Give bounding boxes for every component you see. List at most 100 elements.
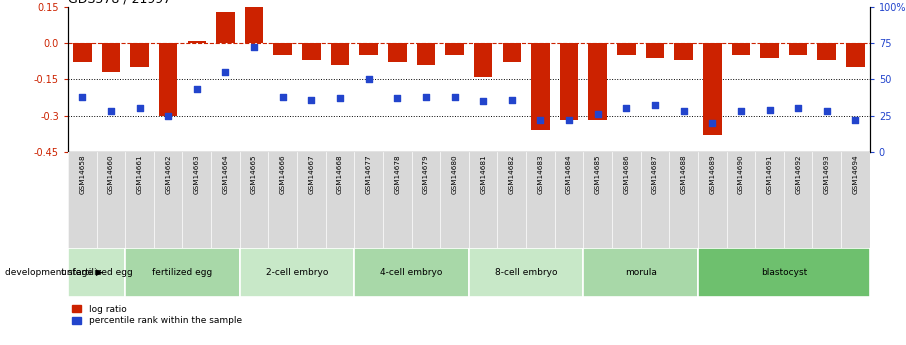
Text: GSM14680: GSM14680 xyxy=(451,155,458,194)
Bar xyxy=(217,12,235,43)
Bar xyxy=(789,43,807,55)
Point xyxy=(246,45,261,50)
Text: morula: morula xyxy=(625,268,657,277)
Point xyxy=(161,113,176,118)
Point xyxy=(705,120,719,126)
Text: GSM14693: GSM14693 xyxy=(824,155,830,194)
Point xyxy=(505,97,519,102)
Point xyxy=(534,117,548,123)
Bar xyxy=(703,43,721,135)
Text: GSM14668: GSM14668 xyxy=(337,155,343,194)
Text: GSM14663: GSM14663 xyxy=(194,155,200,194)
Text: 4-cell embryo: 4-cell embryo xyxy=(381,268,443,277)
Text: GSM14681: GSM14681 xyxy=(480,155,487,194)
Text: GDS578 / 21997: GDS578 / 21997 xyxy=(68,0,171,6)
Bar xyxy=(469,248,583,297)
Text: GSM14683: GSM14683 xyxy=(537,155,544,194)
Point xyxy=(132,106,147,111)
Text: GSM14694: GSM14694 xyxy=(853,155,859,194)
Point xyxy=(848,117,863,123)
Point xyxy=(591,111,605,117)
Bar xyxy=(331,43,350,65)
Bar xyxy=(560,43,578,120)
Bar xyxy=(503,43,521,62)
Text: GSM14677: GSM14677 xyxy=(366,155,371,194)
Bar xyxy=(68,248,125,297)
Bar xyxy=(588,43,607,120)
Text: GSM14662: GSM14662 xyxy=(165,155,171,194)
Text: GSM14661: GSM14661 xyxy=(137,155,142,194)
Text: GSM14660: GSM14660 xyxy=(108,155,114,194)
Text: GSM14688: GSM14688 xyxy=(680,155,687,194)
Text: 2-cell embryo: 2-cell embryo xyxy=(265,268,328,277)
Point xyxy=(218,69,233,75)
Point xyxy=(619,106,633,111)
Point xyxy=(476,98,490,104)
Bar xyxy=(760,43,779,58)
Point xyxy=(448,94,462,99)
Point xyxy=(275,94,290,99)
Bar xyxy=(646,43,664,58)
Text: GSM14679: GSM14679 xyxy=(423,155,429,194)
Bar xyxy=(360,43,378,55)
Bar xyxy=(240,248,354,297)
Bar xyxy=(125,248,240,297)
Point xyxy=(562,117,576,123)
Point xyxy=(762,107,776,112)
Text: blastocyst: blastocyst xyxy=(761,268,807,277)
Text: GSM14678: GSM14678 xyxy=(394,155,400,194)
Point xyxy=(361,77,376,82)
Text: 8-cell embryo: 8-cell embryo xyxy=(495,268,557,277)
Point xyxy=(103,108,118,114)
Bar xyxy=(417,43,435,65)
Bar xyxy=(354,248,469,297)
Text: GSM14689: GSM14689 xyxy=(709,155,715,194)
Point xyxy=(677,108,691,114)
Bar xyxy=(130,43,149,67)
Bar xyxy=(474,43,493,77)
Text: GSM14692: GSM14692 xyxy=(795,155,801,194)
Bar xyxy=(302,43,321,60)
Point xyxy=(75,94,90,99)
Point xyxy=(390,96,404,101)
Text: GSM14658: GSM14658 xyxy=(79,155,85,194)
Bar xyxy=(674,43,693,60)
Bar xyxy=(731,43,750,55)
Text: GSM14691: GSM14691 xyxy=(766,155,773,194)
Point xyxy=(734,108,748,114)
Text: GSM14686: GSM14686 xyxy=(623,155,630,194)
Bar xyxy=(73,43,92,62)
Bar xyxy=(617,43,636,55)
Point xyxy=(333,96,347,101)
Bar xyxy=(388,43,407,62)
Point xyxy=(304,97,319,102)
Bar xyxy=(817,43,836,60)
Bar xyxy=(583,248,698,297)
Point xyxy=(648,103,662,108)
Bar xyxy=(101,43,120,72)
Point xyxy=(189,87,204,92)
Text: GSM14684: GSM14684 xyxy=(566,155,572,194)
Text: development stage ▶: development stage ▶ xyxy=(5,268,102,277)
Text: GSM14687: GSM14687 xyxy=(652,155,658,194)
Bar xyxy=(698,248,870,297)
Text: GSM14665: GSM14665 xyxy=(251,155,257,194)
Point xyxy=(820,108,834,114)
Text: GSM14667: GSM14667 xyxy=(308,155,314,194)
Point xyxy=(791,106,805,111)
Bar xyxy=(531,43,550,130)
Legend: log ratio, percentile rank within the sample: log ratio, percentile rank within the sa… xyxy=(72,305,242,325)
Text: fertilized egg: fertilized egg xyxy=(152,268,213,277)
Bar xyxy=(846,43,864,67)
Bar xyxy=(245,6,264,43)
Bar xyxy=(188,41,207,43)
Bar xyxy=(445,43,464,55)
Text: GSM14664: GSM14664 xyxy=(223,155,228,194)
Text: GSM14690: GSM14690 xyxy=(737,155,744,194)
Text: GSM14682: GSM14682 xyxy=(509,155,515,194)
Text: GSM14685: GSM14685 xyxy=(594,155,601,194)
Text: GSM14666: GSM14666 xyxy=(280,155,285,194)
Point xyxy=(419,94,433,99)
Bar xyxy=(159,43,178,116)
Bar xyxy=(274,43,292,55)
